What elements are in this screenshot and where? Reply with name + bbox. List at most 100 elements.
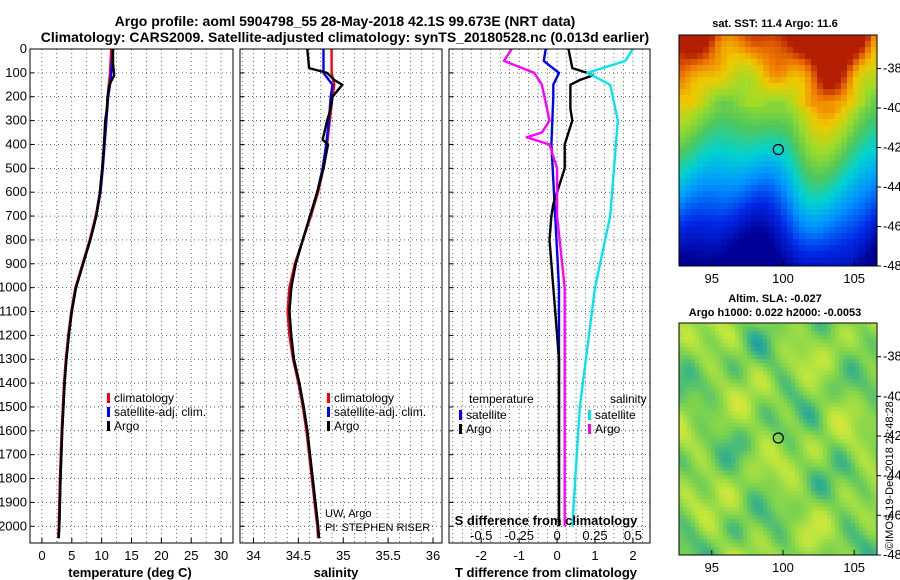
map-cell: [711, 419, 716, 424]
map-cell: [853, 35, 860, 42]
map-cell: [779, 527, 784, 532]
map-cell: [795, 531, 800, 536]
map-cell: [843, 507, 848, 512]
map-cell: [771, 387, 776, 392]
map-cell: [815, 371, 820, 376]
map-cell: [715, 35, 722, 42]
map-cell: [755, 435, 760, 440]
map-cell: [863, 403, 868, 408]
map-cell: [685, 107, 692, 114]
map-cell: [709, 209, 716, 216]
map-cell: [751, 479, 756, 484]
map-cell: [783, 459, 788, 464]
map-cell: [847, 161, 854, 168]
map-cell: [775, 233, 782, 240]
map-cell: [807, 423, 812, 428]
map-cell: [715, 343, 720, 348]
map-cell: [731, 395, 736, 400]
map-cell: [759, 395, 764, 400]
map-cell: [815, 375, 820, 380]
map-cell: [683, 395, 688, 400]
map-cell: [763, 475, 768, 480]
map-cell: [803, 515, 808, 520]
map-cell: [697, 245, 704, 252]
map-cell: [847, 143, 854, 150]
map-cell: [723, 519, 728, 524]
map-cell: [805, 107, 812, 114]
map-cell: [835, 41, 842, 48]
map-cell: [683, 363, 688, 368]
map-cell: [819, 475, 824, 480]
map-cell: [719, 375, 724, 380]
map-cell: [817, 209, 824, 216]
map-cell: [875, 435, 877, 440]
map-cell: [711, 479, 716, 484]
map-cell: [851, 547, 856, 552]
map-cell: [815, 419, 820, 424]
map-cell: [691, 239, 698, 246]
map-cell: [805, 209, 812, 216]
map-cell: [811, 527, 816, 532]
map-cell: [823, 335, 828, 340]
map-cell: [755, 423, 760, 428]
map-cell: [827, 439, 832, 444]
map-cell: [841, 53, 848, 60]
map-cell: [807, 347, 812, 352]
legend-swatch: [459, 410, 462, 420]
legend-swatch: [327, 393, 330, 403]
map-cell: [787, 351, 792, 356]
map-cell: [683, 391, 688, 396]
map-cell: [863, 323, 868, 328]
map-cell: [755, 419, 760, 424]
map-cell: [735, 535, 740, 540]
map-cell: [755, 531, 760, 536]
map-cell: [793, 239, 800, 246]
map-cell: [715, 455, 720, 460]
map-cell: [775, 387, 780, 392]
map-cell: [799, 375, 804, 380]
map-cell: [699, 447, 704, 452]
map-cell: [853, 131, 860, 138]
map-cell: [839, 347, 844, 352]
map-cell: [683, 535, 688, 540]
map-cell: [827, 455, 832, 460]
map-cell: [811, 435, 816, 440]
map-cell: [823, 375, 828, 380]
map-cell: [783, 347, 788, 352]
map-cell: [859, 527, 864, 532]
map-cell: [757, 191, 764, 198]
map-cell: [697, 173, 704, 180]
map-cell: [815, 483, 820, 488]
map-cell: [775, 539, 780, 544]
map-cell: [699, 419, 704, 424]
map-cell: [795, 491, 800, 496]
map-cell: [871, 399, 876, 404]
map-cell: [807, 427, 812, 432]
map-cell: [795, 419, 800, 424]
map-cell: [727, 427, 732, 432]
map-cell: [811, 203, 818, 210]
map-cell: [715, 399, 720, 404]
map-cell: [679, 173, 686, 180]
map-cell: [751, 113, 758, 120]
map-cell: [779, 519, 784, 524]
map-cell: [799, 539, 804, 544]
map-cell: [835, 359, 840, 364]
map-cell: [719, 507, 724, 512]
map-cell: [835, 419, 840, 424]
map-cell: [851, 503, 856, 508]
map-cell: [815, 391, 820, 396]
map-cell: [751, 455, 756, 460]
map-cell: [859, 523, 864, 528]
map-cell: [865, 149, 872, 156]
map-cell: [757, 203, 764, 210]
map-cell: [787, 539, 792, 544]
map-cell: [727, 155, 734, 162]
map-cell: [847, 41, 854, 48]
map-cell: [719, 551, 724, 555]
map-cell: [843, 487, 848, 492]
map-cell: [755, 379, 760, 384]
map-cell: [799, 331, 804, 336]
map-cell: [787, 101, 794, 108]
map-cell: [691, 547, 696, 552]
